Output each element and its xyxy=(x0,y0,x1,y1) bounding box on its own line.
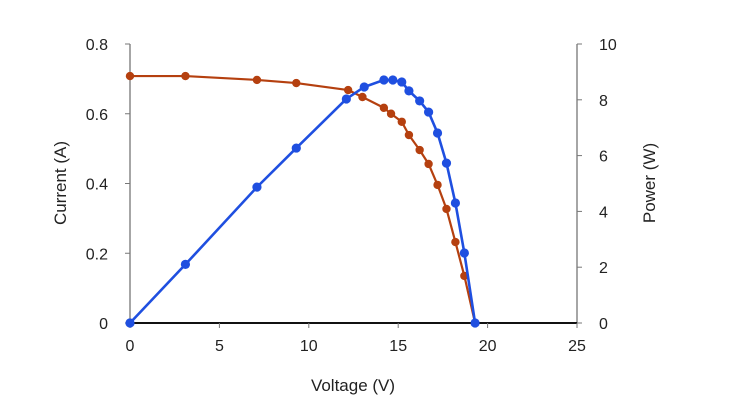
power-series-point xyxy=(397,77,407,87)
y-tick-label: 0.4 xyxy=(86,177,108,194)
y2-tick-label: 6 xyxy=(599,149,608,166)
current-series-point xyxy=(252,75,262,85)
power-series-point xyxy=(415,96,425,106)
x-tick-label: 20 xyxy=(479,338,497,355)
current-series-point xyxy=(415,145,424,155)
x-tick-label: 10 xyxy=(300,338,318,355)
current-series-point xyxy=(424,159,433,169)
x-tick-label: 15 xyxy=(389,338,407,355)
power-series-point xyxy=(379,75,389,85)
current-series-point xyxy=(386,109,396,118)
y-tick-label: 0.6 xyxy=(86,107,108,124)
power-series-line xyxy=(129,78,477,324)
current-series-point xyxy=(442,204,451,214)
current-series-point xyxy=(433,180,442,190)
y2-tick-label: 0 xyxy=(599,316,608,333)
power-series-point xyxy=(359,82,369,92)
x-tick-label: 0 xyxy=(126,338,135,355)
axes: 0 5 10 15 20 25 0 0.2 0.4 0.6 0.8 0 2 4 6 8 10 xyxy=(86,37,617,355)
y-tick-label: 0.2 xyxy=(86,246,108,263)
series-layer xyxy=(125,71,480,328)
power-series-point xyxy=(432,128,443,138)
power-series-point xyxy=(125,318,135,328)
power-series-point xyxy=(252,182,262,192)
y2-tick-label: 4 xyxy=(599,204,608,221)
x-axis-label: Voltage (V) xyxy=(311,376,395,395)
y2-tick-label: 8 xyxy=(599,93,608,110)
y2-axis-label: Power (W) xyxy=(640,143,659,223)
y2-tick-label: 10 xyxy=(599,37,617,54)
power-series-point xyxy=(423,107,434,117)
current-series-point xyxy=(404,130,414,140)
current-series-point xyxy=(358,92,367,102)
current-series-point xyxy=(379,103,389,113)
power-series-point xyxy=(470,318,480,328)
power-series-point xyxy=(180,259,191,270)
current-series-point xyxy=(397,117,406,126)
power-series-point xyxy=(450,198,461,208)
x-tick-label: 25 xyxy=(568,338,586,355)
current-series-point xyxy=(181,71,190,81)
x-tick-label: 5 xyxy=(215,338,224,355)
y2-tick-label: 2 xyxy=(599,260,608,277)
power-series-point xyxy=(388,75,398,85)
y-tick-label: 0.8 xyxy=(86,37,108,54)
power-series-point xyxy=(441,158,452,168)
current-series-point xyxy=(125,71,135,81)
power-series-point xyxy=(459,248,469,258)
current-series-point xyxy=(343,85,353,95)
power-series-point xyxy=(341,94,351,104)
current-series-point xyxy=(292,78,301,88)
current-series-line xyxy=(130,74,477,324)
y-axis-label: Current (A) xyxy=(51,141,70,225)
y-tick-label: 0 xyxy=(99,316,108,333)
current-series-point xyxy=(451,237,460,247)
power-series-point xyxy=(291,143,301,153)
power-series-point xyxy=(404,86,414,96)
